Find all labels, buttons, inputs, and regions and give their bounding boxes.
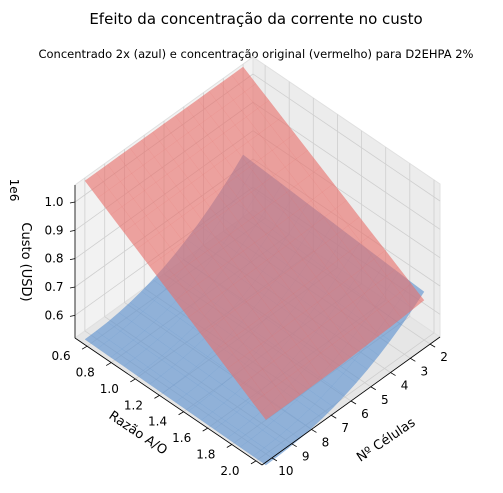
x-axis-label: Nº Células: [354, 415, 418, 465]
z-tick-label: 1.0: [44, 195, 63, 209]
x-tick: [410, 357, 416, 362]
z-tick-label: 0.9: [44, 223, 63, 237]
y-tick: [202, 427, 208, 432]
x-tick: [311, 429, 317, 433]
z-tick: [69, 314, 76, 317]
y-tick: [130, 378, 136, 383]
z-axis-label: Custo (USD): [18, 222, 33, 301]
x-tick-label: 6: [361, 407, 369, 421]
x-tick-label: 8: [322, 435, 330, 449]
surface-series-1: [84, 66, 425, 421]
y-axis-line: [74, 337, 263, 466]
z-tick-label: 0.7: [44, 280, 63, 294]
chart-title: Efeito da concentração da corrente no cu…: [89, 10, 422, 28]
z-tick-label: 0.6: [44, 308, 63, 322]
x-tick-label: 7: [341, 421, 349, 435]
x-tick: [429, 343, 436, 348]
x-tick-label: 9: [302, 450, 310, 464]
surface-patch: [252, 394, 278, 421]
y-tick-label: 1.8: [196, 448, 215, 462]
y-tick-label: 1.0: [100, 382, 119, 396]
x-tick-label: 2: [440, 350, 448, 364]
x-tick-label: 5: [381, 393, 389, 407]
y-tick: [81, 345, 88, 350]
y-tick-label: 1.2: [124, 398, 143, 412]
y-tick: [154, 395, 160, 399]
x-tick: [350, 400, 357, 405]
y-tick-label: 1.6: [172, 431, 191, 445]
x-tick: [390, 372, 396, 376]
surfaces: [84, 66, 425, 466]
chart-subtitle: Concentrado 2x (azul) e concentração ori…: [38, 47, 473, 61]
x-tick: [370, 386, 376, 391]
z-tick: [69, 201, 76, 204]
y-tick-label: 1.4: [148, 415, 167, 429]
y-tick: [226, 444, 233, 448]
z-tick: [69, 229, 76, 232]
y-tick-label: 0.8: [76, 366, 95, 380]
y-tick-label: 0.6: [52, 349, 71, 363]
z-tick: [69, 286, 76, 289]
y-tick: [250, 460, 257, 465]
x-tick: [331, 414, 337, 419]
x-tick-label: 4: [401, 379, 409, 393]
surface-patch: [252, 447, 278, 466]
x-tick: [271, 457, 278, 462]
y-tick: [105, 362, 112, 366]
y-tick-label: 2.0: [220, 464, 239, 478]
x-tick: [291, 443, 297, 448]
z-tick: [69, 258, 76, 261]
z-tick-label: 0.8: [44, 252, 63, 266]
y-tick: [178, 411, 184, 416]
x-tick-label: 10: [278, 464, 293, 478]
x-tick-label: 3: [421, 364, 429, 378]
z-offset-label: 1e6: [7, 179, 21, 202]
